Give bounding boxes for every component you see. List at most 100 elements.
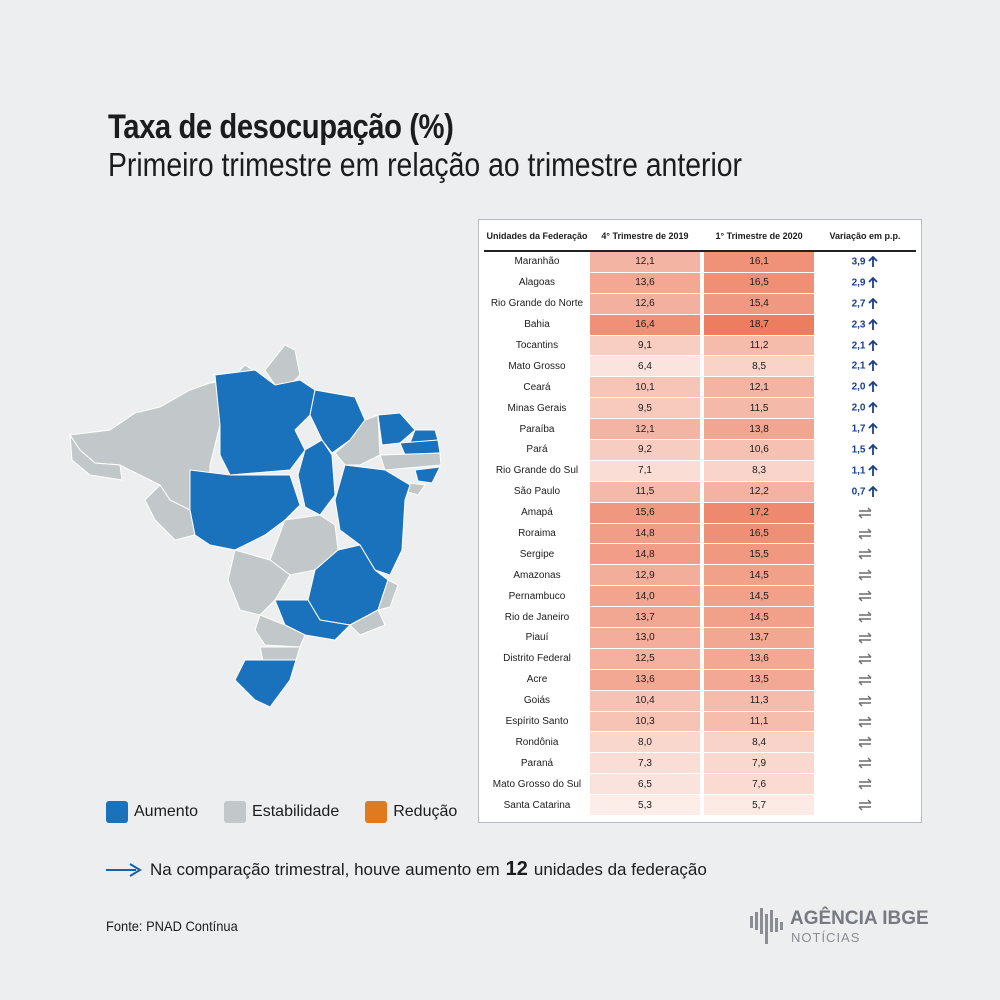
cell-q4-2019: 5,3	[589, 795, 700, 817]
arrow-up-icon	[868, 318, 879, 330]
cell-variation	[814, 565, 916, 587]
cell-variation	[814, 649, 916, 670]
cell-variation	[814, 774, 916, 796]
cell-uf: Santa Catarina	[484, 795, 590, 817]
cell-q1-2020: 13,7	[704, 628, 815, 649]
stable-arrows-icon	[858, 632, 872, 644]
cell-q1-2020: 7,6	[704, 774, 815, 796]
cell-variation: 1,5	[814, 440, 916, 461]
map-region-bahia	[334, 464, 411, 576]
logo-sub: NOTÍCIAS	[791, 930, 861, 945]
table-row: São Paulo 11,5 12,2 0,7	[484, 481, 916, 503]
arrow-right-icon	[106, 862, 142, 877]
cell-q1-2020: 14,5	[704, 586, 815, 608]
cell-q4-2019: 10,4	[589, 690, 700, 712]
cell-gap	[699, 670, 705, 691]
cell-uf: Ceará	[484, 377, 590, 399]
cell-q4-2019: 12,1	[589, 252, 700, 273]
legend-label: Redução	[393, 803, 458, 820]
column-header-variation: Variação em p.p.	[814, 222, 916, 252]
cell-variation	[814, 732, 916, 754]
legend-label: Estabilidade	[252, 803, 340, 820]
cell-q4-2019: 6,4	[589, 356, 700, 378]
cell-q1-2020: 15,5	[704, 544, 815, 566]
cell-variation: 2,3	[814, 315, 916, 336]
cell-q1-2020: 16,5	[704, 272, 815, 294]
stable-arrows-icon	[858, 736, 872, 748]
variation-value: 0,7	[851, 486, 866, 498]
map-region-rio-de-janeiro	[349, 609, 386, 636]
table-row: Alagoas 13,6 16,5 2,9	[484, 272, 916, 294]
variation-value: 2,9	[851, 277, 866, 289]
legend-item-estabilidade: Estabilidade	[224, 801, 339, 823]
cell-q4-2019: 12,1	[589, 419, 700, 441]
arrow-up-icon	[868, 423, 879, 435]
arrow-up-icon	[868, 464, 879, 476]
cell-gap	[699, 524, 705, 545]
map-region-alagoas	[414, 466, 441, 484]
cell-gap	[699, 795, 705, 817]
cell-q1-2020: 5,7	[704, 795, 815, 817]
cell-uf: Mato Grosso do Sul	[484, 774, 590, 796]
map-region-para	[214, 369, 316, 476]
cell-q1-2020: 13,8	[704, 419, 815, 441]
cell-q4-2019: 8,0	[589, 732, 700, 754]
cell-q1-2020: 13,6	[704, 648, 815, 670]
footnote-text-before: Na comparação trimestral, houve aumento …	[150, 859, 500, 879]
cell-variation: 3,9	[814, 252, 916, 273]
table-row: Maranhão 12,1 16,1 3,9	[484, 252, 916, 273]
cell-q4-2019: 10,1	[589, 377, 700, 399]
cell-uf: Rio Grande do Norte	[484, 294, 590, 315]
cell-variation: 0,7	[814, 482, 916, 503]
cell-gap	[699, 377, 705, 399]
stable-arrows-icon	[858, 695, 872, 707]
cell-q1-2020: 12,1	[704, 377, 815, 399]
cell-gap	[699, 398, 705, 420]
cell-gap	[699, 315, 705, 336]
table-row: Pará 9,2 10,6 1,5	[484, 440, 916, 461]
cell-q4-2019: 9,5	[589, 398, 700, 420]
cell-uf: Rondônia	[484, 732, 590, 754]
variation-value: 1,5	[851, 444, 866, 456]
map-region-maranhao	[309, 389, 366, 454]
cell-q4-2019: 12,9	[589, 565, 700, 587]
cell-uf: Roraima	[484, 524, 590, 545]
brazil-map	[69, 344, 442, 708]
cell-q4-2019: 12,6	[589, 293, 700, 315]
table-row: Pernambuco 14,0 14,5	[484, 586, 916, 608]
cell-q1-2020: 11,1	[704, 711, 815, 733]
stable-arrows-icon	[858, 507, 872, 519]
map-region-espirito-santo	[377, 579, 399, 611]
cell-variation: 1,1	[814, 461, 916, 482]
cell-q4-2019: 13,6	[589, 669, 700, 691]
table-row: Amazonas 12,9 14,5	[484, 565, 916, 587]
footnote: Na comparação trimestral, houve aumento …	[106, 858, 707, 881]
cell-gap	[699, 419, 705, 441]
column-header-q1-2020: 1° Trimestre de 2020	[704, 222, 815, 252]
cell-uf: Piauí	[484, 628, 590, 649]
cell-q4-2019: 7,3	[589, 753, 700, 775]
stable-arrows-icon	[858, 569, 872, 581]
cell-gap	[699, 273, 705, 294]
variation-value: 1,7	[851, 423, 866, 435]
cell-uf: Pará	[484, 440, 590, 461]
arrow-up-icon	[868, 255, 879, 267]
cell-gap	[699, 586, 705, 608]
table-row: Minas Gerais 9,5 11,5 2,0	[484, 398, 916, 420]
cell-gap	[699, 565, 705, 587]
cell-q1-2020: 14,5	[704, 565, 815, 587]
column-header-uf: Unidades da Federação	[484, 222, 590, 252]
table-row: Distrito Federal 12,5 13,6	[484, 648, 916, 670]
stable-arrows-icon	[858, 757, 872, 769]
legend-swatch-reducao	[365, 801, 388, 823]
cell-uf: Bahia	[484, 315, 590, 336]
cell-q4-2019: 15,6	[589, 502, 700, 524]
cell-uf: Goiás	[484, 691, 590, 712]
footnote-count: 12	[505, 858, 528, 880]
cell-q1-2020: 12,2	[704, 481, 815, 503]
map-region-amapa	[264, 344, 301, 386]
cell-uf: Amapá	[484, 503, 590, 524]
cell-q4-2019: 14,0	[589, 586, 700, 608]
legend-swatch-estabilidade	[224, 801, 247, 823]
column-gap	[699, 222, 705, 252]
